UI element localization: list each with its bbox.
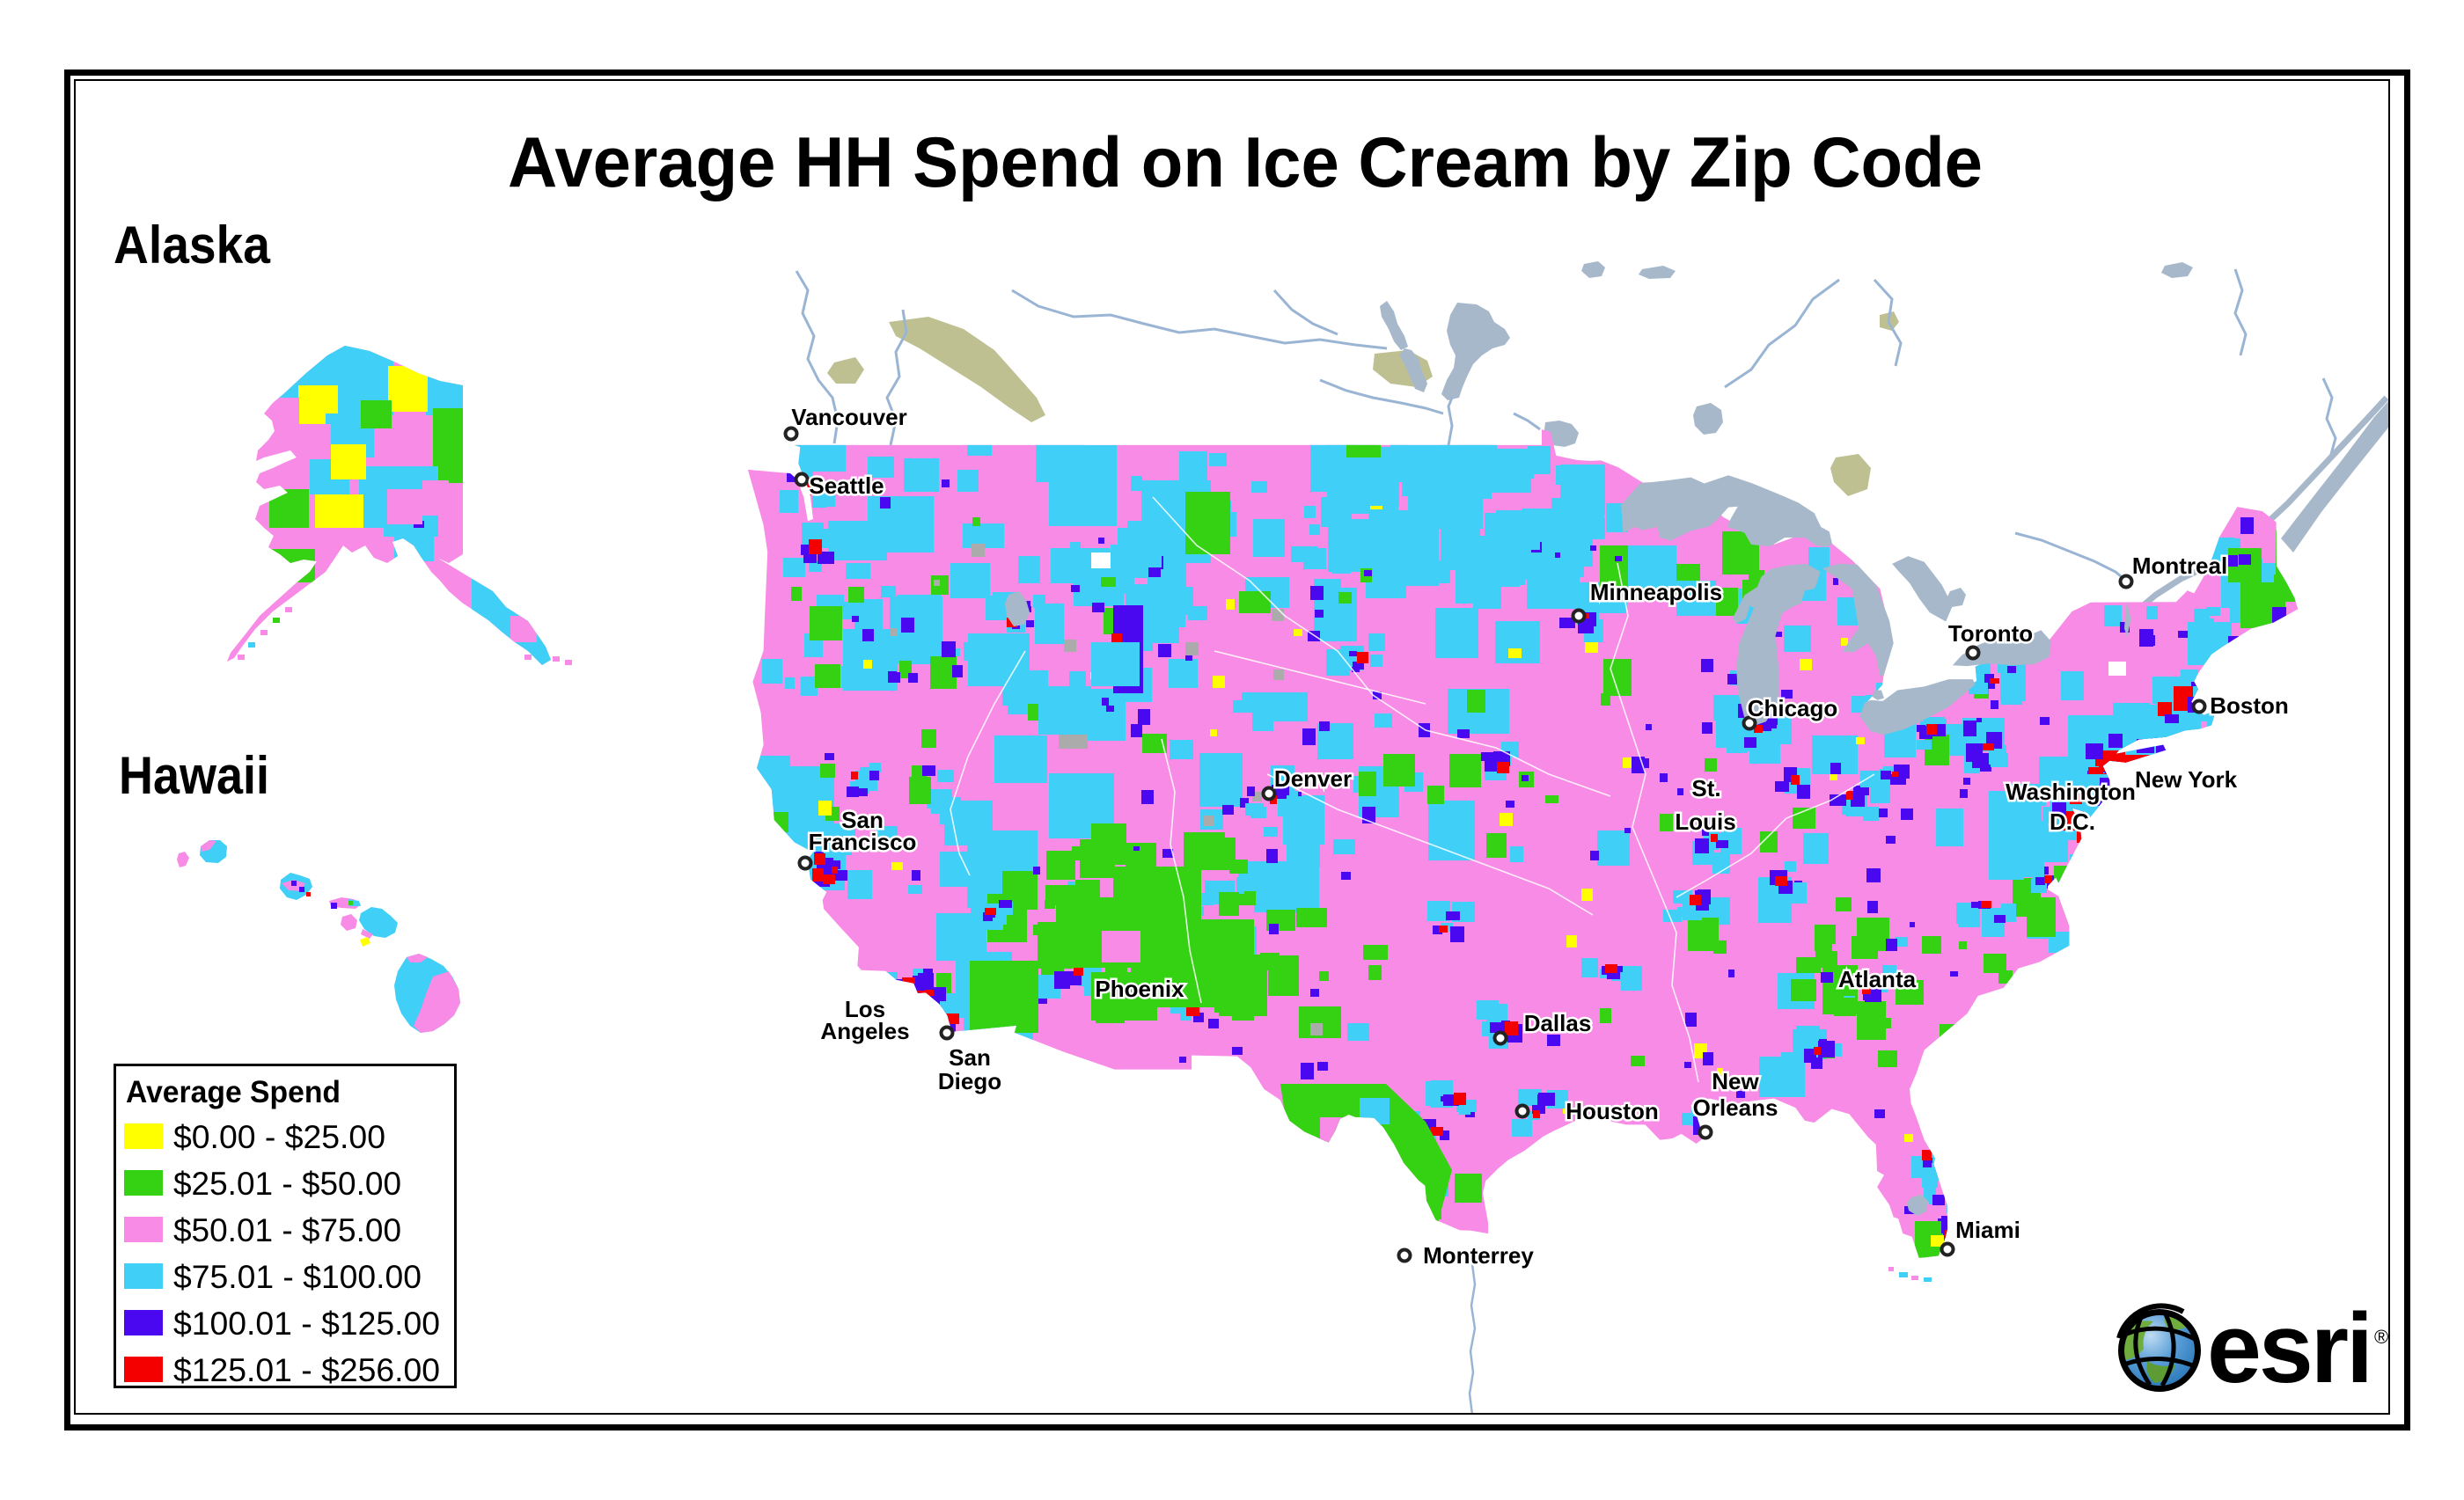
- svg-text:Denver: Denver: [1274, 765, 1352, 792]
- svg-text:Vancouver: Vancouver: [791, 404, 907, 430]
- svg-text:Minneapolis: Minneapolis: [1590, 579, 1722, 605]
- svg-text:Houston: Houston: [1566, 1098, 1658, 1124]
- svg-text:Boston: Boston: [2210, 692, 2289, 719]
- svg-text:D.C.: D.C.: [2050, 809, 2095, 835]
- svg-text:®: ®: [2374, 1326, 2388, 1348]
- svg-text:Chicago: Chicago: [1748, 695, 1838, 721]
- svg-text:Angeles: Angeles: [820, 1018, 909, 1044]
- svg-text:San: San: [949, 1044, 991, 1071]
- svg-text:Miami: Miami: [1955, 1217, 2020, 1243]
- svg-text:Los: Los: [845, 996, 885, 1022]
- svg-text:New York: New York: [2135, 766, 2238, 793]
- svg-text:Seattle: Seattle: [809, 472, 884, 499]
- svg-text:St.: St.: [1691, 775, 1720, 801]
- svg-text:Average HH Spend on Ice Cream: Average HH Spend on Ice Cream by Zip Cod…: [508, 123, 1983, 202]
- svg-text:$25.01 - $50.00: $25.01 - $50.00: [173, 1166, 401, 1202]
- svg-text:Diego: Diego: [938, 1068, 1001, 1094]
- svg-text:Phoenix: Phoenix: [1095, 976, 1184, 1002]
- svg-text:$50.01 - $75.00: $50.01 - $75.00: [173, 1212, 401, 1248]
- svg-text:Monterrey: Monterrey: [1423, 1242, 1534, 1269]
- svg-text:San: San: [841, 807, 884, 833]
- svg-text:Alaska: Alaska: [114, 216, 271, 274]
- svg-text:Toronto: Toronto: [1948, 620, 2033, 647]
- svg-text:Washington: Washington: [2006, 779, 2136, 805]
- svg-text:Hawaii: Hawaii: [119, 746, 269, 805]
- svg-text:New: New: [1712, 1068, 1759, 1094]
- svg-text:esri: esri: [2207, 1293, 2371, 1403]
- svg-text:Montreal: Montreal: [2132, 552, 2227, 579]
- svg-text:Orleans: Orleans: [1693, 1094, 1778, 1121]
- svg-text:Average Spend: Average Spend: [126, 1075, 341, 1109]
- svg-text:$100.01 - $125.00: $100.01 - $125.00: [173, 1306, 440, 1342]
- svg-text:Dallas: Dallas: [1524, 1010, 1592, 1036]
- svg-text:Louis: Louis: [1675, 809, 1735, 835]
- svg-text:Francisco: Francisco: [809, 829, 917, 855]
- svg-text:$0.00 - $25.00: $0.00 - $25.00: [173, 1119, 385, 1155]
- svg-text:$75.01 - $100.00: $75.01 - $100.00: [173, 1259, 422, 1295]
- svg-text:$125.01 - $256.00: $125.01 - $256.00: [173, 1352, 440, 1388]
- svg-text:Atlanta: Atlanta: [1838, 966, 1917, 992]
